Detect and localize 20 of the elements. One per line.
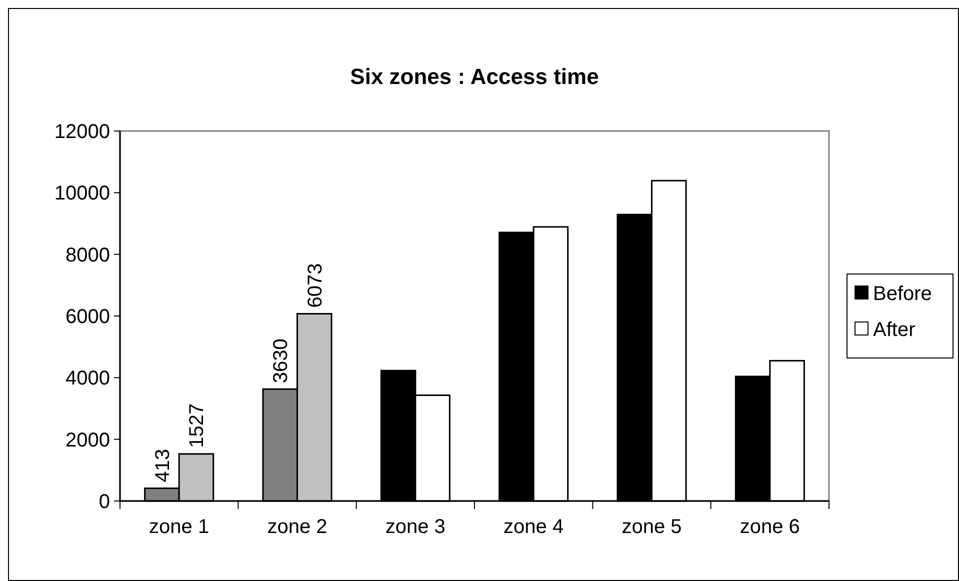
y-tick-label: 12000: [54, 121, 110, 143]
x-tick-label: zone 2: [267, 516, 328, 538]
y-tick-label: 4000: [66, 368, 110, 390]
x-tick-label: zone 1: [149, 516, 210, 538]
x-tick-label: zone 3: [385, 516, 446, 538]
y-tick-label: 2000: [66, 429, 110, 452]
legend-label: Before: [873, 283, 932, 305]
data-label: 1527: [186, 403, 208, 448]
y-tick-label: 10000: [54, 182, 110, 205]
y-tick-label: 8000: [66, 244, 110, 266]
chart-title: Six zones : Access time: [350, 64, 599, 89]
y-tick-label: 0: [98, 491, 110, 513]
y-tick-label: 6000: [66, 306, 110, 328]
x-tick-label: zone 6: [740, 516, 800, 538]
data-label: 413: [152, 448, 174, 482]
x-tick-label: zone 4: [504, 516, 564, 538]
legend-label: After: [873, 319, 916, 341]
data-label: 3630: [270, 338, 292, 384]
x-tick-label: zone 5: [622, 516, 682, 538]
data-label: 6073: [304, 263, 326, 308]
